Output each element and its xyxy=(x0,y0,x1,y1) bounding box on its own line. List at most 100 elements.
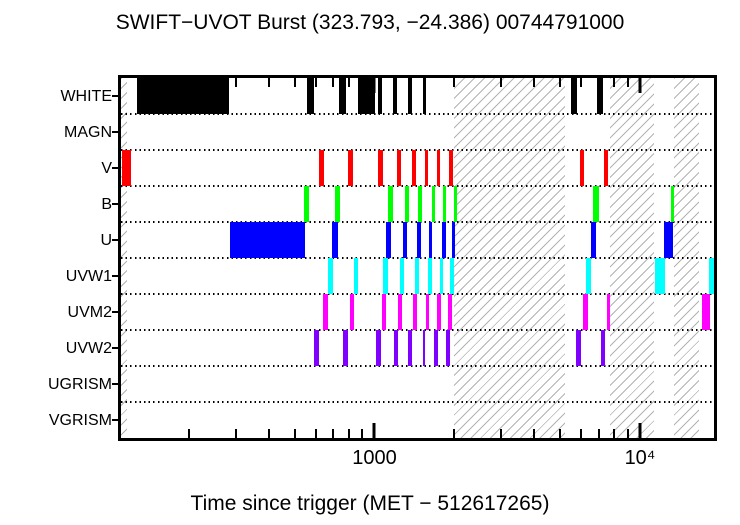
obs-interval-bar-uvw2 xyxy=(445,330,450,366)
x-minor-tick xyxy=(500,78,503,87)
x-minor-tick xyxy=(453,429,456,438)
y-axis-label-uvw2: UVW2 xyxy=(65,339,112,357)
row-separator-line xyxy=(121,113,714,115)
obs-interval-bar-uvw1 xyxy=(353,258,358,294)
obs-interval-bar-uvw1 xyxy=(586,258,592,294)
obs-interval-bar-u xyxy=(229,222,306,258)
row-separator-line xyxy=(121,149,714,151)
obs-interval-bar-uvm2 xyxy=(702,294,710,330)
obs-interval-bar-b xyxy=(431,186,435,222)
x-minor-tick xyxy=(533,78,536,87)
obs-interval-bar-white xyxy=(571,78,578,114)
x-minor-tick xyxy=(580,78,583,87)
obs-interval-bar-uvm2 xyxy=(425,294,429,330)
obs-interval-bar-b xyxy=(304,186,310,222)
x-major-tick xyxy=(638,423,642,438)
y-axis-label-uvm2: UVM2 xyxy=(67,303,112,321)
obs-interval-bar-u xyxy=(451,222,455,258)
obs-interval-bar-uvm2 xyxy=(323,294,328,330)
obs-interval-bar-white xyxy=(357,78,376,114)
obs-interval-bar-uvw2 xyxy=(376,330,382,366)
obs-interval-bar-uvm2 xyxy=(583,294,589,330)
obs-interval-bar-b xyxy=(405,186,410,222)
obs-interval-bar-uvw2 xyxy=(601,330,606,366)
x-minor-tick xyxy=(453,78,456,87)
obs-interval-bar-uvm2 xyxy=(398,294,403,330)
x-major-tick xyxy=(372,423,376,438)
y-axis-tick xyxy=(112,167,118,169)
x-major-tick xyxy=(372,78,376,93)
obs-interval-bar-uvw1 xyxy=(415,258,419,294)
y-axis-label-vgrism: VGRISM xyxy=(48,411,112,429)
obs-interval-bar-v xyxy=(122,150,131,186)
obs-interval-bar-uvw1 xyxy=(708,258,714,294)
x-major-tick xyxy=(638,78,642,93)
obs-interval-bar-uvw2 xyxy=(433,330,438,366)
row-separator-line xyxy=(121,365,714,367)
obs-interval-bar-uvw2 xyxy=(576,330,582,366)
obs-interval-bar-white xyxy=(137,78,229,114)
obs-interval-bar-uvw1 xyxy=(400,258,405,294)
x-minor-tick xyxy=(559,78,562,87)
obs-interval-bar-white xyxy=(408,78,413,114)
obs-interval-bar-b xyxy=(334,186,340,222)
x-minor-tick xyxy=(314,429,317,438)
y-axis-tick xyxy=(112,311,118,313)
obs-interval-bar-uvm2 xyxy=(382,294,387,330)
obs-interval-bar-uvw1 xyxy=(439,258,443,294)
y-axis-label-b: B xyxy=(101,195,112,213)
y-axis-label-v: V xyxy=(101,159,112,177)
y-axis-tick xyxy=(112,275,118,277)
x-minor-tick xyxy=(597,78,600,87)
obs-interval-bar-b xyxy=(418,186,422,222)
obs-interval-bar-b xyxy=(593,186,600,222)
x-minor-tick xyxy=(293,78,296,87)
obs-interval-bar-uvw1 xyxy=(449,258,454,294)
obs-interval-bar-uvw1 xyxy=(655,258,665,294)
plot-frame xyxy=(118,75,717,441)
y-axis-tick xyxy=(112,347,118,349)
x-minor-tick xyxy=(626,78,629,87)
x-minor-tick xyxy=(234,429,237,438)
obs-interval-bar-uvw2 xyxy=(314,330,319,366)
obs-interval-bar-u xyxy=(417,222,421,258)
obs-interval-bar-white xyxy=(422,78,426,114)
y-axis-tick xyxy=(112,131,118,133)
obs-interval-bar-uvm2 xyxy=(607,294,611,330)
obs-interval-bar-v xyxy=(580,150,585,186)
x-minor-tick xyxy=(332,429,335,438)
obs-interval-bar-uvw2 xyxy=(408,330,413,366)
x-minor-tick xyxy=(187,78,190,87)
obs-interval-bar-v xyxy=(397,150,402,186)
obs-interval-bar-u xyxy=(386,222,392,258)
obs-interval-bar-v xyxy=(412,150,417,186)
x-minor-tick xyxy=(613,78,616,87)
y-axis-tick xyxy=(112,419,118,421)
obs-interval-bar-u xyxy=(441,222,446,258)
obs-interval-bar-white xyxy=(597,78,604,114)
x-axis-title: Time since trigger (MET − 512617265) xyxy=(190,492,550,515)
obs-interval-bar-uvm2 xyxy=(349,294,354,330)
x-minor-tick xyxy=(267,78,270,87)
x-minor-tick xyxy=(361,429,364,438)
obs-interval-bar-v xyxy=(318,150,324,186)
obs-interval-bar-b xyxy=(442,186,446,222)
row-separator-line xyxy=(121,401,714,403)
obs-interval-bar-white xyxy=(306,78,314,114)
y-axis-label-white: WHITE xyxy=(60,87,112,105)
obs-interval-bar-uvm2 xyxy=(436,294,441,330)
x-minor-tick xyxy=(613,429,616,438)
obs-interval-bar-white xyxy=(378,78,383,114)
obs-interval-bar-white xyxy=(393,78,398,114)
y-axis-tick xyxy=(112,383,118,385)
obs-interval-bar-u xyxy=(331,222,338,258)
obs-interval-bar-uvw1 xyxy=(427,258,432,294)
obs-interval-bar-uvw2 xyxy=(394,330,399,366)
obs-interval-bar-uvw2 xyxy=(342,330,348,366)
x-minor-tick xyxy=(293,429,296,438)
obs-interval-bar-v xyxy=(347,150,353,186)
x-minor-tick xyxy=(533,429,536,438)
obs-interval-bar-u xyxy=(428,222,432,258)
row-separator-line xyxy=(121,293,714,295)
